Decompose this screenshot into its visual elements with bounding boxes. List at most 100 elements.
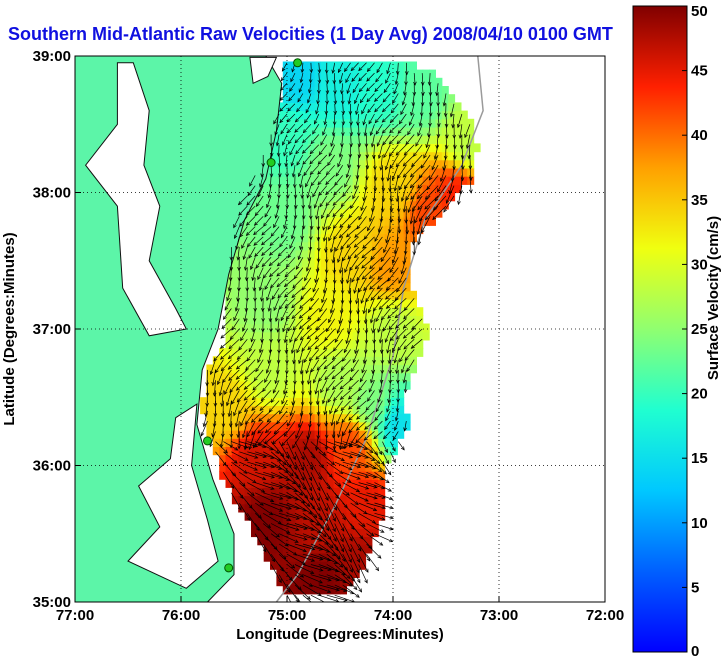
velocity-arrow bbox=[339, 369, 351, 380]
heat-cell bbox=[340, 249, 347, 259]
heat-cell bbox=[410, 118, 417, 128]
velocity-arrow bbox=[287, 103, 296, 112]
velocity-arrow bbox=[241, 318, 248, 332]
velocity-arrow bbox=[353, 93, 359, 105]
heat-cell bbox=[340, 135, 347, 144]
heat-cell bbox=[365, 430, 373, 439]
heat-cell bbox=[276, 282, 284, 292]
heat-cell bbox=[295, 536, 303, 546]
velocity-arrow bbox=[307, 308, 320, 320]
heat-cell bbox=[295, 299, 303, 308]
velocity-arrow bbox=[248, 431, 256, 451]
heat-cell bbox=[314, 487, 322, 497]
heat-cell bbox=[282, 438, 290, 447]
heat-cell bbox=[276, 372, 284, 382]
velocity-arrow bbox=[292, 431, 304, 449]
heat-cell bbox=[308, 372, 316, 382]
heat-cell bbox=[390, 380, 398, 390]
heat-cell bbox=[289, 405, 297, 415]
heat-cell bbox=[238, 421, 246, 431]
heat-cell bbox=[410, 200, 417, 210]
velocity-arrow bbox=[254, 513, 271, 529]
velocity-arrow bbox=[396, 165, 407, 179]
velocity-arrow bbox=[270, 226, 280, 237]
heat-cell bbox=[301, 110, 309, 120]
heat-cell bbox=[289, 561, 297, 570]
heat-cell bbox=[308, 266, 316, 275]
heat-cell bbox=[327, 299, 335, 308]
heat-cell bbox=[314, 143, 322, 153]
velocity-arrow bbox=[344, 175, 351, 188]
velocity-arrow bbox=[243, 390, 256, 401]
velocity-arrow bbox=[340, 236, 351, 250]
heat-cell bbox=[251, 372, 258, 382]
heat-cell bbox=[251, 307, 258, 316]
heat-cell bbox=[257, 266, 265, 275]
heat-cell bbox=[244, 462, 252, 472]
heat-cell bbox=[384, 413, 392, 423]
heat-cell bbox=[346, 348, 354, 357]
velocity-arrow bbox=[302, 482, 314, 501]
velocity-arrow bbox=[283, 216, 288, 230]
velocity-arrow bbox=[325, 164, 335, 176]
velocity-arrow bbox=[326, 472, 342, 487]
velocity-arrow bbox=[382, 431, 391, 440]
heat-cell bbox=[371, 380, 379, 390]
heat-cell bbox=[225, 413, 233, 423]
heat-cell bbox=[397, 389, 405, 398]
radar-stations bbox=[203, 58, 303, 573]
heat-cell bbox=[276, 307, 284, 316]
velocity-arrow bbox=[235, 379, 248, 391]
heat-cell bbox=[257, 413, 265, 423]
heat-cell bbox=[403, 315, 411, 325]
heat-cell bbox=[244, 421, 252, 431]
heat-cell bbox=[403, 421, 411, 431]
colorbar-tick-label: 40 bbox=[691, 127, 708, 144]
velocity-arrow bbox=[366, 441, 379, 456]
velocity-arrow bbox=[250, 410, 264, 423]
velocity-arrow bbox=[352, 185, 359, 200]
velocity-arrow bbox=[231, 461, 248, 474]
heat-cell bbox=[333, 225, 341, 235]
velocity-arrow bbox=[350, 359, 359, 373]
heat-cell bbox=[270, 339, 277, 349]
velocity-arrow bbox=[314, 328, 328, 340]
heat-cell bbox=[251, 389, 258, 398]
heat-cell bbox=[314, 208, 322, 218]
heat-cell bbox=[276, 430, 284, 439]
heat-cell bbox=[231, 307, 239, 316]
heat-cell bbox=[276, 552, 284, 562]
heat-cell bbox=[371, 315, 379, 325]
heat-cell bbox=[346, 438, 354, 447]
heat-cell bbox=[251, 421, 258, 431]
heat-cell bbox=[251, 290, 258, 300]
heat-cell bbox=[390, 307, 398, 316]
heat-cell bbox=[314, 290, 322, 300]
heat-cell bbox=[289, 397, 297, 406]
heat-cell bbox=[403, 127, 411, 136]
heat-cell bbox=[308, 421, 316, 431]
heat-cell bbox=[251, 339, 258, 349]
heat-cell bbox=[435, 86, 443, 95]
velocity-arrow bbox=[348, 420, 359, 434]
velocity-arrow bbox=[444, 134, 449, 150]
velocity-arrow bbox=[253, 287, 257, 302]
heat-cell bbox=[314, 454, 322, 464]
velocity-arrow bbox=[384, 420, 391, 431]
velocity-arrow bbox=[369, 206, 375, 223]
heat-cell bbox=[270, 241, 277, 251]
heat-cell bbox=[238, 323, 246, 333]
velocity-arrow bbox=[231, 482, 244, 499]
velocity-arrow bbox=[249, 175, 256, 187]
velocity-arrow bbox=[317, 175, 328, 186]
velocity-arrow bbox=[374, 523, 394, 531]
heat-cell bbox=[327, 192, 335, 202]
velocity-arrow bbox=[310, 287, 320, 302]
velocity-arrow bbox=[233, 226, 240, 240]
heat-cell bbox=[352, 413, 360, 423]
heat-cell bbox=[390, 86, 398, 95]
velocity-arrow bbox=[300, 287, 312, 300]
velocity-arrow bbox=[420, 73, 425, 86]
heat-cell bbox=[441, 167, 449, 177]
x-tick-label: 77:00 bbox=[56, 607, 94, 624]
